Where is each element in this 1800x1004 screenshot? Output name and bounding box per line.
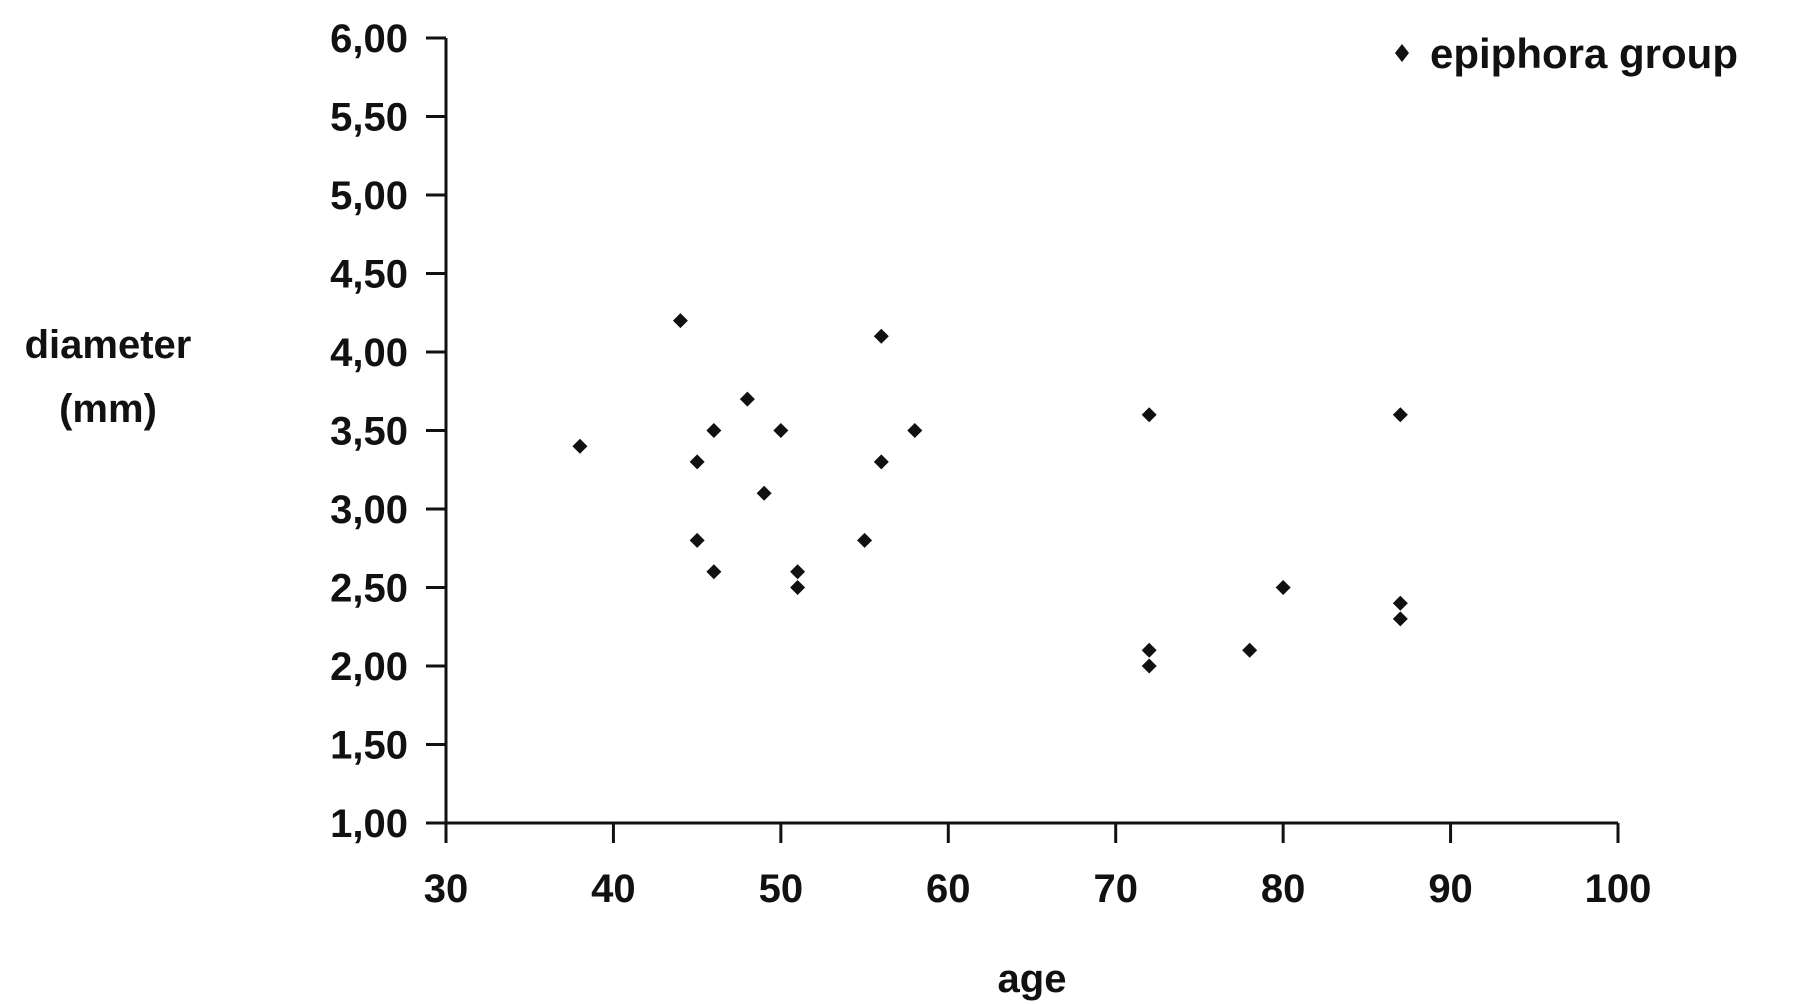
y-axis-title-line-2: (mm): [59, 387, 157, 431]
data-point: [706, 423, 722, 438]
y-tick-label: 6,00: [330, 17, 408, 61]
y-tick-label: 2,50: [330, 567, 408, 611]
x-tick-label: 40: [591, 867, 636, 911]
data-point: [1392, 407, 1408, 423]
data-point: [1392, 595, 1408, 611]
axes: [444, 38, 1618, 825]
y-tick-label: 4,00: [330, 331, 408, 375]
data-points: [572, 313, 1408, 674]
data-point: [672, 313, 688, 329]
x-tick-label: 60: [926, 867, 971, 911]
data-point: [689, 532, 705, 548]
y-tick-label: 5,00: [330, 174, 408, 218]
data-point: [706, 564, 722, 580]
x-axis-ticks: 30 40 50 60 70 80 90 100: [424, 823, 1652, 911]
data-point: [1242, 642, 1258, 658]
y-tick-label: 1,50: [330, 724, 408, 768]
data-point: [790, 564, 806, 580]
legend-label: epiphora group: [1430, 30, 1738, 77]
y-axis-ticks: 1,00 1,50 2,00 2,50 3,00 3,50 4,00 4,50 5,00 5,50…: [330, 17, 446, 846]
data-point: [1141, 642, 1157, 658]
x-tick-label: 70: [1093, 867, 1138, 911]
x-tick-label: 100: [1585, 867, 1652, 911]
data-point: [572, 438, 588, 454]
x-tick-label: 50: [759, 867, 804, 911]
y-tick-label: 5,50: [330, 96, 408, 140]
data-point: [1275, 580, 1291, 595]
data-point: [1392, 611, 1408, 627]
data-point: [689, 454, 705, 470]
y-tick-label: 3,50: [330, 410, 408, 454]
legend: epiphora group: [1395, 30, 1738, 77]
data-point: [873, 454, 889, 470]
y-axis-title-line-1: diameter: [25, 323, 192, 367]
data-point: [907, 423, 923, 438]
data-point: [790, 580, 806, 595]
data-point: [1141, 407, 1157, 423]
legend-marker-diamond-icon: [1395, 44, 1409, 62]
y-tick-label: 4,50: [330, 253, 408, 297]
data-point: [739, 391, 755, 407]
data-point: [756, 485, 772, 501]
data-point: [773, 423, 789, 438]
x-tick-label: 30: [424, 867, 469, 911]
data-point: [857, 532, 873, 548]
data-point: [1141, 658, 1157, 674]
x-axis-title: age: [998, 957, 1067, 1001]
x-tick-label: 90: [1428, 867, 1473, 911]
y-tick-label: 1,00: [330, 802, 408, 846]
data-point: [873, 328, 889, 344]
y-tick-label: 2,00: [330, 645, 408, 689]
x-tick-label: 80: [1261, 867, 1306, 911]
y-tick-label: 3,00: [330, 488, 408, 532]
